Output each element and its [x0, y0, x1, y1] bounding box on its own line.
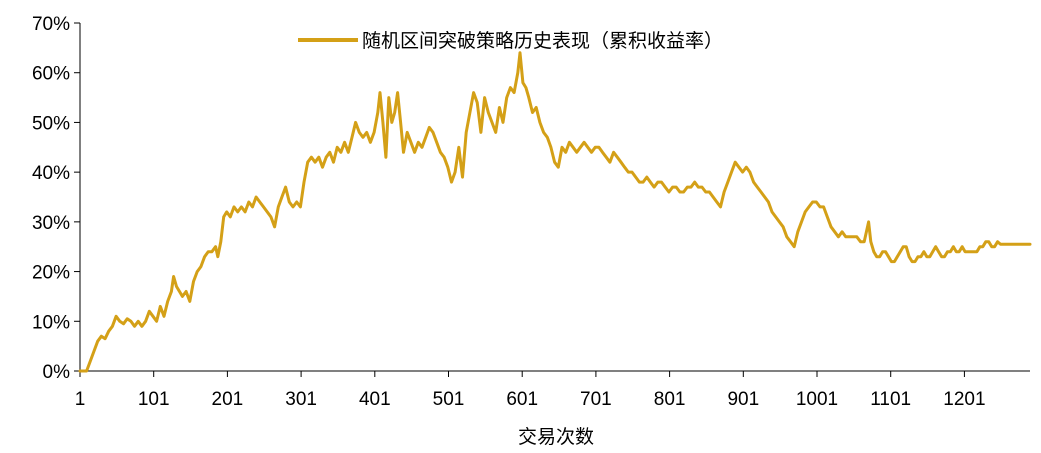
- x-tick-label: 701: [580, 389, 612, 410]
- x-tick-label: 501: [433, 389, 465, 410]
- x-tick-label: 601: [506, 389, 538, 410]
- x-tick-label: 1001: [796, 389, 838, 410]
- y-tick-label: 20%: [32, 263, 70, 284]
- x-tick-label: 201: [212, 389, 244, 410]
- x-tick-label: 301: [285, 389, 317, 410]
- x-tick-label: 401: [359, 389, 391, 410]
- x-tick-label: 901: [727, 389, 759, 410]
- x-tick-label: 1101: [870, 389, 911, 410]
- x-tick-label: 101: [138, 389, 170, 410]
- x-axis-title: 交易次数: [518, 426, 594, 448]
- series-line: [78, 51, 1032, 373]
- y-tick-label: 40%: [32, 163, 70, 184]
- x-tick-label: 801: [654, 389, 686, 410]
- y-tick-label: 50%: [32, 113, 70, 134]
- x-tick-label: 1201: [943, 389, 985, 410]
- y-tick-label: 10%: [32, 312, 70, 333]
- legend-label: 随机区间突破策略历史表现（累积收益率）: [362, 30, 723, 52]
- y-tick-label: 70%: [32, 14, 70, 35]
- y-tick-label: 30%: [32, 213, 70, 234]
- legend: 随机区间突破策略历史表现（累积收益率）: [298, 30, 723, 52]
- y-tick-label: 60%: [32, 64, 70, 85]
- x-axis: 1 101 201 301 401 501 601 701 801 901 1001 1101 1201: [75, 370, 1030, 410]
- y-axis: 0% 10% 20% 30% 40% 50% 60% 70%: [32, 14, 81, 383]
- y-tick-label: 0%: [43, 362, 71, 383]
- plot-area: [78, 51, 1032, 373]
- x-tick-label: 1: [75, 389, 86, 410]
